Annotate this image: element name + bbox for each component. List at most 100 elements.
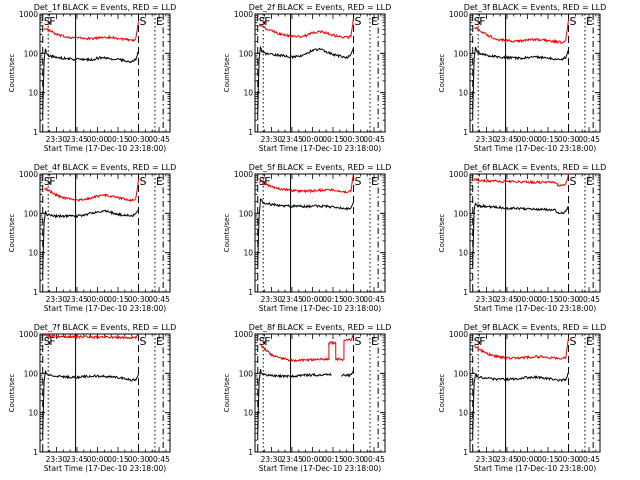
panel-det-2: Det_2f BLACK = Events, RED = LLD 1 10 100 10… bbox=[223, 3, 391, 153]
x-tick-label: 00:00 bbox=[87, 455, 109, 464]
marker-label: E bbox=[156, 175, 163, 188]
x-tick-label: 23:30 bbox=[261, 295, 283, 304]
x-axis-label: Start Time (17-Dec-10 23:18:00) bbox=[259, 464, 381, 473]
x-tick-label: 23:30 bbox=[261, 135, 283, 144]
x-tick-label: 00:30 bbox=[558, 455, 580, 464]
marker-label: F bbox=[264, 175, 270, 188]
panel-title: Det_1f BLACK = Events, RED = LLD bbox=[34, 3, 177, 12]
y-axis-label: Counts/sec bbox=[438, 214, 446, 253]
marker-label: S bbox=[570, 175, 577, 188]
x-axis-label: Start Time (17-Dec-10 23:18:00) bbox=[474, 144, 596, 153]
x-tick-label: 23:45 bbox=[281, 295, 303, 304]
events-series-line bbox=[472, 202, 569, 266]
plot-frame bbox=[39, 13, 171, 133]
marker-label: S bbox=[355, 175, 362, 188]
y-tick-label: 1 bbox=[33, 448, 38, 457]
x-axis-label: Start Time (17-Dec-10 23:18:00) bbox=[474, 464, 596, 473]
x-tick-label: 00:00 bbox=[87, 135, 109, 144]
plot-frame bbox=[469, 173, 601, 293]
x-axis-label: Start Time (17-Dec-10 23:18:00) bbox=[44, 304, 166, 313]
x-tick-label: 00:45 bbox=[578, 295, 600, 304]
y-tick-label: 1000 bbox=[449, 170, 468, 179]
x-tick-label: 23:45 bbox=[66, 295, 88, 304]
x-axis-label: Start Time (17-Dec-10 23:18:00) bbox=[259, 304, 381, 313]
x-tick-label: 23:30 bbox=[46, 135, 68, 144]
marker-label: F bbox=[49, 175, 55, 188]
marker-label: S bbox=[44, 15, 51, 28]
lld-series-line bbox=[44, 178, 139, 203]
x-tick-label: 23:30 bbox=[476, 295, 498, 304]
y-tick-label: 10 bbox=[458, 249, 468, 258]
marker-label: S bbox=[570, 15, 577, 28]
y-tick-label: 1000 bbox=[234, 170, 253, 179]
x-tick-label: 00:30 bbox=[343, 135, 365, 144]
y-tick-label: 1 bbox=[248, 288, 253, 297]
lld-series-line bbox=[473, 337, 569, 360]
x-tick-label: 00:30 bbox=[558, 135, 580, 144]
x-tick-label: 00:15 bbox=[322, 295, 344, 304]
y-tick-label: 10 bbox=[28, 249, 38, 258]
lld-series-line bbox=[473, 173, 569, 187]
x-tick-label: 23:30 bbox=[476, 455, 498, 464]
marker-label: S bbox=[259, 335, 266, 348]
panel-det-4: Det_4f BLACK = Events, RED = LLD 1 10 100 10… bbox=[8, 163, 176, 313]
x-tick-label: 00:15 bbox=[322, 135, 344, 144]
marker-label: F bbox=[264, 335, 270, 348]
x-tick-label: 00:30 bbox=[558, 295, 580, 304]
events-series-line bbox=[257, 198, 354, 266]
panel-det-5: Det_5f BLACK = Events, RED = LLD 1 10 100 10… bbox=[223, 163, 391, 313]
y-tick-label: 1000 bbox=[19, 330, 38, 339]
marker-label: S bbox=[355, 15, 362, 28]
plot-frame bbox=[39, 173, 171, 293]
plot-frame bbox=[469, 13, 601, 133]
x-tick-label: 00:15 bbox=[537, 295, 559, 304]
marker-label: E bbox=[586, 15, 593, 28]
panel-title: Det_6f BLACK = Events, RED = LLD bbox=[464, 163, 607, 172]
marker-label: E bbox=[586, 335, 593, 348]
x-axis-label: Start Time (17-Dec-10 23:18:00) bbox=[259, 144, 381, 153]
x-tick-label: 00:45 bbox=[363, 135, 385, 144]
marker-label: F bbox=[479, 335, 485, 348]
y-tick-label: 10 bbox=[458, 409, 468, 418]
x-tick-label: 00:45 bbox=[148, 295, 170, 304]
panel-title: Det_3f BLACK = Events, RED = LLD bbox=[464, 3, 607, 12]
panel-det-6: Det_6f BLACK = Events, RED = LLD 1 10 100 10… bbox=[438, 163, 606, 313]
marker-label: S bbox=[355, 335, 362, 348]
y-tick-label: 10 bbox=[243, 249, 253, 258]
y-tick-label: 10 bbox=[458, 89, 468, 98]
x-tick-label: 00:30 bbox=[343, 455, 365, 464]
x-tick-label: 00:00 bbox=[517, 135, 539, 144]
x-tick-label: 00:45 bbox=[363, 295, 385, 304]
panel-title: Det_2f BLACK = Events, RED = LLD bbox=[249, 3, 392, 12]
y-tick-label: 1000 bbox=[19, 10, 38, 19]
panel-title: Det_8f BLACK = Events, RED = LLD bbox=[249, 323, 392, 332]
plot-frame bbox=[254, 173, 386, 293]
panel-title: Det_4f BLACK = Events, RED = LLD bbox=[34, 163, 177, 172]
marker-label: S bbox=[259, 15, 266, 28]
y-tick-label: 100 bbox=[454, 209, 469, 218]
x-tick-label: 00:00 bbox=[87, 295, 109, 304]
x-tick-label: 00:30 bbox=[343, 295, 365, 304]
marker-label: S bbox=[140, 15, 147, 28]
x-tick-label: 00:00 bbox=[302, 455, 324, 464]
x-tick-label: 00:15 bbox=[537, 135, 559, 144]
y-tick-label: 1 bbox=[248, 128, 253, 137]
y-tick-label: 100 bbox=[454, 49, 469, 58]
x-tick-label: 00:00 bbox=[517, 455, 539, 464]
y-tick-label: 10 bbox=[28, 409, 38, 418]
x-tick-label: 00:45 bbox=[363, 455, 385, 464]
x-tick-label: 00:00 bbox=[302, 135, 324, 144]
x-tick-label: 23:45 bbox=[496, 135, 518, 144]
y-tick-label: 1000 bbox=[449, 330, 468, 339]
y-axis-label: Counts/sec bbox=[438, 54, 446, 93]
y-tick-label: 10 bbox=[28, 89, 38, 98]
panel-title: Det_7f BLACK = Events, RED = LLD bbox=[34, 323, 177, 332]
y-axis-label: Counts/sec bbox=[8, 214, 16, 253]
panel-det-1: Det_1f BLACK = Events, RED = LLD 1 10 100 10… bbox=[8, 3, 176, 153]
x-tick-label: 00:00 bbox=[302, 295, 324, 304]
y-axis-label: Counts/sec bbox=[223, 214, 231, 253]
x-tick-label: 23:30 bbox=[46, 455, 68, 464]
x-tick-label: 00:45 bbox=[578, 135, 600, 144]
y-tick-label: 10 bbox=[243, 89, 253, 98]
